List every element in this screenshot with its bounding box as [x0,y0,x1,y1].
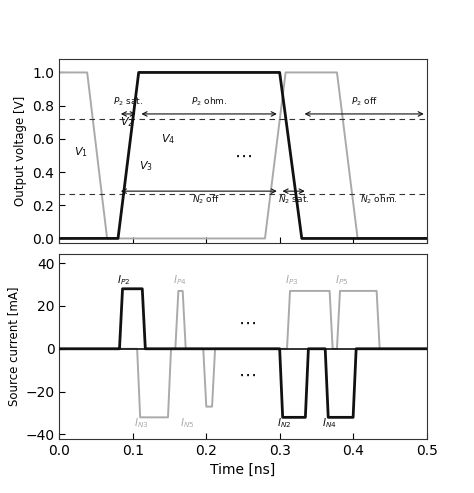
Text: $V_2$: $V_2$ [120,115,134,129]
Text: $\cdots$: $\cdots$ [234,146,252,165]
Text: $P_2$ sat.: $P_2$ sat. [113,96,143,108]
Text: $N_2$ ohm.: $N_2$ ohm. [360,194,398,206]
Text: $N_2$ off: $N_2$ off [192,194,220,206]
Text: $\cdots$: $\cdots$ [237,314,255,332]
Text: $I_{N3}$: $I_{N3}$ [134,417,149,430]
Y-axis label: Output voltage [V]: Output voltage [V] [14,96,27,207]
Text: $I_{P4}$: $I_{P4}$ [173,273,187,286]
Text: $I_{P3}$: $I_{P3}$ [285,273,298,286]
Text: $V_1$: $V_1$ [74,145,88,159]
Text: $I_{N2}$: $I_{N2}$ [277,417,291,430]
Text: $V_3$: $V_3$ [139,159,153,173]
Text: $\cdots$: $\cdots$ [237,365,255,384]
X-axis label: Time [ns]: Time [ns] [210,463,275,477]
Text: $I_{P5}$: $I_{P5}$ [335,273,348,286]
Text: $I_{N5}$: $I_{N5}$ [180,417,194,430]
Text: $I_{P2}$: $I_{P2}$ [117,273,130,286]
Text: $V_4$: $V_4$ [161,132,175,146]
Text: $P_2$ ohm.: $P_2$ ohm. [191,96,228,108]
Text: $N_2$ sat.: $N_2$ sat. [278,194,310,206]
Y-axis label: Source current [mA]: Source current [mA] [7,287,20,406]
Text: $P_2$ off: $P_2$ off [351,96,377,108]
Text: $I_{N4}$: $I_{N4}$ [322,417,337,430]
